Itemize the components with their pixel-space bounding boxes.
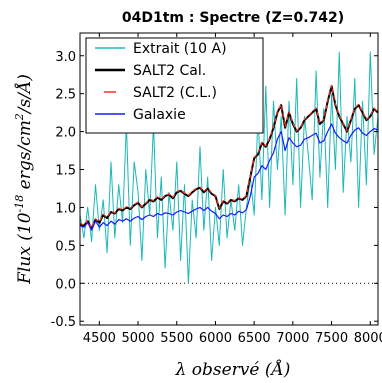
legend-label-0: Extrait (10 A) — [133, 41, 227, 57]
y-label-prefix: Flux (10 — [15, 212, 35, 285]
series-layer — [80, 51, 378, 284]
y-tick-label: 1.5 — [55, 164, 76, 179]
y-tick-label: -0.5 — [51, 315, 76, 330]
legend-label-3: Galaxie — [133, 107, 186, 123]
series-line-3 — [80, 123, 378, 231]
y-label-exp2: 2 — [13, 113, 26, 121]
x-tick-label: 6000 — [199, 331, 232, 346]
x-tick-label: 5000 — [122, 331, 155, 346]
y-tick-label: 2.5 — [55, 88, 76, 103]
legend-label-2: SALT2 (C.L.) — [133, 85, 217, 101]
x-tick-label: 7500 — [315, 331, 348, 346]
series-line-0 — [80, 51, 378, 284]
x-tick-label: 6500 — [238, 331, 271, 346]
chart-title: 04D1tm : Spectre (Z=0.742) — [122, 10, 344, 26]
y-label-tail: /s/Å) — [14, 74, 35, 115]
x-tick-label: 7000 — [276, 331, 309, 346]
y-tick-label: 0.0 — [55, 277, 76, 292]
legend-box — [85, 37, 264, 134]
series-line-2 — [80, 84, 378, 229]
y-axis-ticks: -0.5 0.0 0.5 1.0 1.5 2.0 2.5 3.0 — [51, 50, 378, 330]
y-tick-label: 1.0 — [55, 201, 76, 216]
x-tick-label: 4500 — [83, 331, 116, 346]
plot-frame — [79, 32, 379, 326]
y-label-units: ergs/cm — [15, 120, 35, 195]
y-tick-label: 2.0 — [55, 126, 76, 141]
x-axis-label: λ observé (Å) — [175, 359, 291, 380]
x-axis-ticks: 4500 5000 5500 6000 6500 7000 7500 8000 — [83, 33, 382, 346]
y-tick-label: 0.5 — [55, 239, 76, 254]
legend-label-1: SALT2 Cal. — [133, 63, 206, 79]
y-label-exponent: -18 — [13, 195, 26, 213]
legend: Extrait (10 A) SALT2 Cal. SALT2 (C.L.) Gala… — [85, 37, 264, 134]
y-tick-label: 3.0 — [55, 50, 76, 65]
y-axis-label: Flux (10-18 ergs/cm2/s/Å) — [13, 74, 35, 285]
x-tick-label: 5500 — [160, 331, 193, 346]
x-tick-label: 8000 — [354, 331, 382, 346]
